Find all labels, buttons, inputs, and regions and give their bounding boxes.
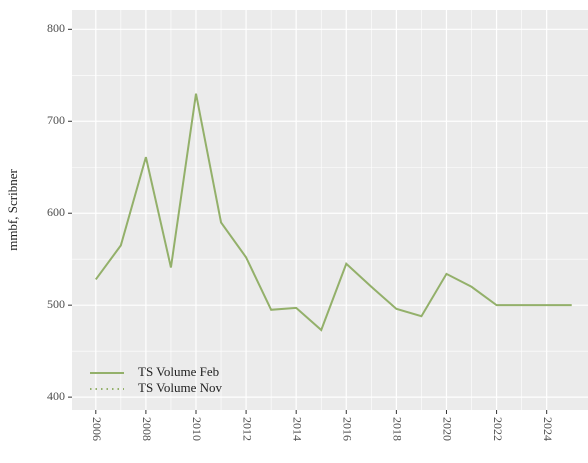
- series-line: [94, 93, 572, 332]
- legend-label: TS Volume Nov: [138, 380, 223, 395]
- x-tick-label: 2006: [90, 417, 104, 441]
- legend-label: TS Volume Feb: [138, 364, 219, 379]
- x-tick-label: 2018: [391, 417, 405, 441]
- y-tick-label: 600: [47, 205, 65, 219]
- y-tick-label: 500: [47, 297, 65, 311]
- y-tick-label: 400: [47, 389, 65, 403]
- x-tick-label: 2010: [190, 417, 204, 441]
- x-tick-label: 2020: [441, 417, 455, 441]
- x-tick-label: 2014: [290, 417, 304, 441]
- x-tick-label: 2012: [240, 417, 254, 441]
- x-tick-label: 2022: [491, 417, 505, 441]
- y-axis-label: mmbf, Scribner: [5, 169, 20, 251]
- y-tick-label: 700: [47, 113, 65, 127]
- panel: [72, 10, 588, 410]
- x-tick-label: 2008: [140, 417, 154, 441]
- y-tick-label: 800: [47, 21, 65, 35]
- x-tick-label: 2024: [541, 417, 555, 441]
- x-tick-label: 2016: [341, 417, 355, 441]
